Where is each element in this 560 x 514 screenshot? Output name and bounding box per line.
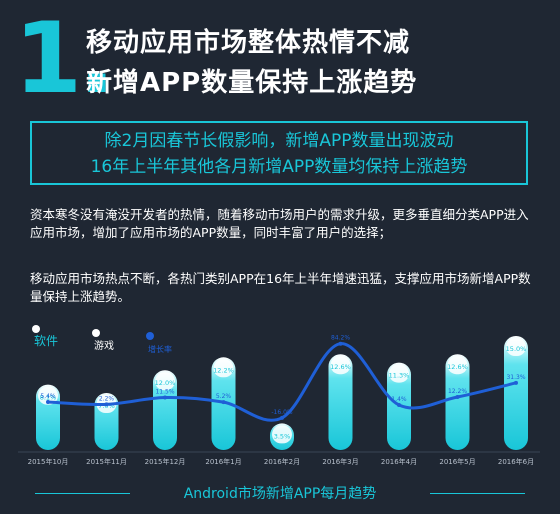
bar-value-label: 15.0%	[506, 345, 527, 353]
bar-value-label: 12.0%	[155, 379, 176, 387]
body-paragraph-2: 移动应用市场热点不断，各热门类别APP在16年上半年增速迅猛，支撑应用市场新增A…	[30, 271, 531, 304]
legend-label-3: 增长率	[148, 344, 172, 354]
growth-rate-label: 12.2%	[448, 388, 467, 395]
bar-cap	[447, 356, 468, 375]
x-tick-label: 2016年2月	[264, 457, 300, 466]
x-tick-label: 2015年12月	[145, 457, 186, 466]
x-tick-label: 2016年6月	[498, 457, 534, 466]
footer-rule-right	[430, 493, 525, 494]
x-tick-label: 2016年3月	[322, 457, 358, 466]
chart-title: Android市场新增APP每月趋势	[183, 486, 377, 502]
callout-line-1: 除2月因春节长假影响，新增APP数量出现波动	[104, 131, 454, 151]
bar-cap	[272, 425, 292, 444]
growth-rate-point	[397, 402, 401, 407]
growth-rate-label: 5.4%	[40, 393, 56, 400]
footer-rule-left	[35, 493, 130, 494]
x-tick-label: 2016年5月	[439, 457, 475, 466]
bar-cap	[213, 359, 234, 378]
section-number: 1.	[14, 2, 115, 116]
x-tick-label: 2015年10月	[28, 457, 69, 466]
legend-marker-3	[146, 332, 154, 340]
bar-value-label: 8.1%	[40, 394, 57, 402]
growth-rate-label: 5.2%	[216, 393, 232, 400]
x-tick-label: 2016年1月	[205, 457, 241, 466]
growth-rate-label: 11.5%	[155, 388, 174, 395]
bar-value-label: 12.6%	[447, 363, 468, 371]
growth-rate-label: 31.3%	[506, 374, 525, 381]
legend-label-1: 软件	[34, 334, 58, 348]
growth-rate-label: 84.2%	[331, 335, 350, 342]
growth-rate-label: 1.4%	[391, 396, 407, 403]
growth-rate-point	[338, 341, 343, 346]
bar-value-label: 12.6%	[330, 363, 351, 371]
growth-rate-line	[47, 342, 517, 422]
bar-software	[504, 336, 528, 450]
growth-rate-label: -16.0%	[271, 409, 293, 416]
bar-cap	[38, 386, 58, 405]
growth-rate-point	[280, 415, 284, 420]
growth-rate-point	[163, 395, 167, 400]
headline-line-2: 新增APP数量保持上涨趋势	[86, 68, 418, 98]
legend-marker-1	[32, 325, 40, 333]
x-tick-label: 2016年4月	[381, 457, 417, 466]
growth-rate-point	[455, 394, 460, 399]
growth-rate-point	[46, 400, 50, 405]
headline-line-1: 移动应用市场整体热情不减	[86, 28, 411, 58]
bar-cap	[389, 364, 409, 383]
bar-software	[153, 370, 177, 450]
legend-marker-2	[92, 329, 100, 337]
growth-rate-label: 2.2%	[99, 395, 115, 402]
body-paragraph-1: 资本寒冬没有淹没开发者的热情，随着移动市场用户的需求升级，更多垂直细分类APP进…	[30, 207, 529, 240]
bar-value-label: 12.2%	[213, 366, 234, 374]
legend-label-2: 游戏	[94, 339, 114, 352]
bar-software	[445, 354, 470, 450]
growth-rate-point	[514, 380, 518, 385]
bar-cap	[330, 356, 351, 375]
bar-cap	[506, 338, 526, 356]
bar-cap	[155, 372, 175, 391]
growth-rate-point	[104, 402, 109, 407]
growth-rate-point	[221, 400, 226, 405]
monthly-trend-chart: 软件游戏增长率8.1%2015年10月7.0%2015年11月12.0%2015…	[18, 325, 540, 466]
bar-value-label: 11.3%	[389, 372, 410, 380]
bar-value-label: 3.5%	[274, 432, 291, 440]
callout-line-2: 16年上半年其他各月新增APP数量均保持上涨趋势	[90, 157, 468, 177]
x-tick-label: 2015年11月	[86, 457, 127, 466]
summary-callout: 除2月因春节长假影响，新增APP数量出现波动 16年上半年其他各月新增APP数量…	[30, 121, 528, 185]
bar-software	[328, 354, 353, 450]
